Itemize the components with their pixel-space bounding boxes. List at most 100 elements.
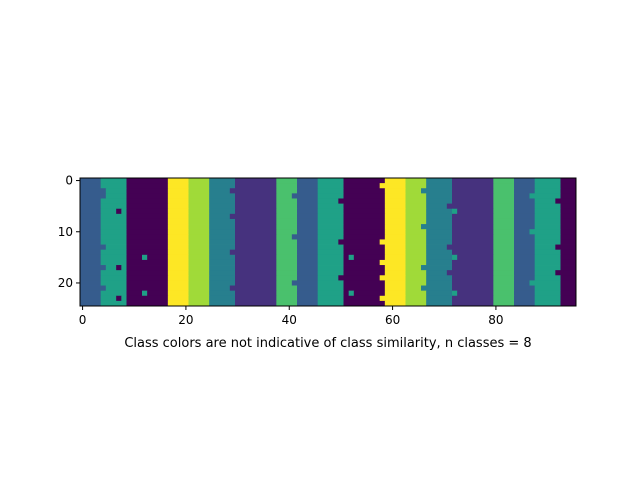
heatmap-cell-run [353, 290, 386, 297]
heatmap-cell-run [188, 178, 210, 184]
heatmap-cell-run [167, 188, 189, 194]
heatmap-cell-run [426, 229, 453, 235]
heatmap-cell-run [188, 208, 210, 215]
heatmap-cell-run [297, 249, 319, 256]
heatmap-cell-run [126, 193, 169, 199]
heatmap-cell-run [343, 183, 381, 189]
heatmap-cell-run [209, 254, 236, 261]
plot-frame [79, 177, 577, 307]
heatmap-cell-run [167, 178, 189, 184]
heatmap-cell-run [80, 193, 107, 199]
heatmap-cell-run [188, 239, 210, 245]
heatmap-cell-run [452, 183, 494, 189]
heatmap-cell-run [493, 218, 515, 225]
heatmap-cell-run [209, 218, 236, 225]
heatmap-cell-run [493, 183, 515, 189]
heatmap-cell-run [276, 213, 298, 220]
heatmap-cell-run [80, 244, 107, 251]
heatmap-cell-run [348, 254, 355, 261]
heatmap-cell-run [276, 290, 298, 297]
heatmap-cell-run [235, 178, 277, 184]
heatmap-cell-run [426, 259, 453, 266]
heatmap-cell-run [514, 218, 536, 225]
heatmap-cell-run [379, 295, 406, 302]
heatmap-cell-run [276, 244, 298, 251]
heatmap-cell-run [126, 249, 169, 256]
heatmap-cell-run [384, 188, 406, 194]
heatmap-cell-run [343, 188, 386, 194]
heatmap-cell-run [426, 249, 453, 256]
heatmap-cell-run [426, 234, 453, 240]
heatmap-cell-run [426, 203, 448, 210]
heatmap-cell-run [80, 208, 102, 215]
heatmap-cell-run [209, 249, 231, 256]
heatmap-cell-run [405, 198, 427, 204]
heatmap-cell-run [343, 259, 381, 266]
heatmap-cell-run [405, 239, 427, 245]
heatmap-cell-run [126, 203, 169, 210]
heatmap-cell-run [167, 224, 189, 230]
heatmap-cell-run [405, 280, 427, 286]
heatmap-cell-run [343, 213, 386, 220]
heatmap-cell-run [317, 213, 344, 220]
heatmap-cell-run [126, 218, 169, 225]
heatmap-cell-run [317, 239, 339, 245]
heatmap-cell-run [167, 259, 189, 266]
heatmap-cell-run [235, 270, 277, 276]
heatmap-cell-run [514, 300, 536, 307]
heatmap-cell-run [426, 275, 453, 281]
heatmap-cell-run [534, 249, 561, 256]
heatmap-cell-run [426, 239, 453, 245]
heatmap-cell-run [348, 290, 355, 297]
heatmap-cell-run [105, 244, 127, 251]
heatmap-cell-run [297, 203, 319, 210]
heatmap-cell-run [452, 198, 494, 204]
heatmap-cell-run [126, 188, 169, 194]
heatmap-cell-run [188, 193, 210, 199]
heatmap-cell-run [343, 203, 386, 210]
heatmap-cell-run [126, 290, 143, 297]
heatmap-cell-run [534, 234, 561, 240]
heatmap-cell-run [297, 290, 319, 297]
heatmap-cell-run [452, 280, 494, 286]
heatmap-cell-run [405, 244, 427, 251]
heatmap-cell-run [276, 208, 298, 215]
heatmap-cell-run [276, 234, 293, 240]
heatmap-cell-run [534, 244, 556, 251]
heatmap-cell-run [560, 218, 577, 225]
heatmap-cell-run [405, 285, 422, 292]
heatmap-cell-run [167, 193, 189, 199]
heatmap-cell-run [560, 178, 577, 184]
heatmap-cell-run [560, 254, 577, 261]
heatmap-cell-run [514, 183, 536, 189]
heatmap-cell-run [534, 183, 561, 189]
heatmap-cell-run [452, 213, 494, 220]
heatmap-cell-run [126, 224, 169, 230]
heatmap-cell-run [405, 203, 427, 210]
heatmap-cell-run [426, 178, 453, 184]
heatmap-cell-run [317, 244, 344, 251]
heatmap-cell-run [514, 178, 536, 184]
heatmap-cell-run [534, 239, 561, 245]
heatmap-cell-run [560, 213, 577, 220]
heatmap-cell-run [80, 249, 102, 256]
heatmap-cell-run [384, 203, 406, 210]
heatmap-cell-run [80, 218, 102, 225]
heatmap-cell-run [493, 239, 515, 245]
heatmap-cell-run [167, 280, 189, 286]
heatmap-cell-run [276, 203, 298, 210]
heatmap-cell-run [209, 265, 236, 271]
heatmap-cell-run [235, 244, 277, 251]
heatmap-cell-run [167, 218, 189, 225]
heatmap-cell-run [105, 193, 127, 199]
heatmap-cell-run [343, 224, 386, 230]
heatmap-cell-run [188, 249, 210, 256]
heatmap-cell-run [493, 254, 515, 261]
heatmap-cell-run [343, 270, 386, 276]
heatmap-cell-run [100, 259, 127, 266]
heatmap-cell-run [209, 183, 236, 189]
heatmap-cell-run [100, 234, 127, 240]
heatmap-cell-run [100, 198, 127, 204]
heatmap-cell-run [514, 259, 536, 266]
